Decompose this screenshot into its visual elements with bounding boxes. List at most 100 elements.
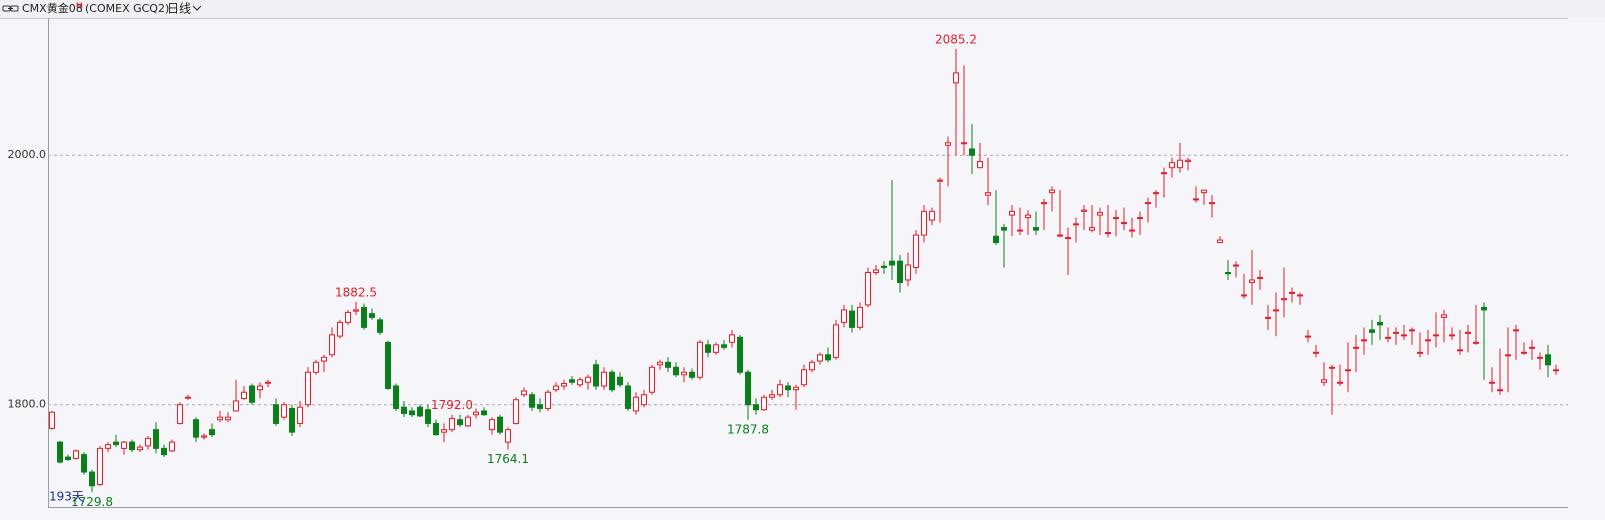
symbol: CMX黄金08 <box>22 1 83 15</box>
candle-body <box>521 390 527 396</box>
candle-body <box>1385 336 1391 339</box>
candle-body <box>1089 227 1095 231</box>
candle-body <box>1521 351 1527 354</box>
candle-body <box>1457 349 1463 352</box>
candle-body <box>689 371 695 378</box>
candle-body <box>1401 334 1407 337</box>
candle-body <box>425 409 431 424</box>
candle-body <box>361 306 367 328</box>
candle-body <box>993 235 999 244</box>
candle-body <box>1409 329 1415 332</box>
candle-body <box>1313 351 1319 354</box>
candle-body <box>785 385 791 391</box>
candle-body <box>1017 229 1023 232</box>
candle-body <box>929 210 935 221</box>
candle-body <box>721 344 727 348</box>
candle-body <box>561 383 567 387</box>
candle-body <box>1073 223 1079 226</box>
candle-body <box>569 379 575 383</box>
candle-body <box>545 391 551 409</box>
candle-body <box>1281 298 1287 301</box>
candle-body <box>97 447 103 486</box>
candle-body <box>801 369 807 386</box>
candle-body <box>1177 159 1183 169</box>
candle-body <box>1265 316 1271 319</box>
candle-body <box>729 334 735 343</box>
candle-body <box>641 394 647 406</box>
candle-body <box>865 271 871 306</box>
candle-body <box>1497 389 1503 392</box>
candle-body <box>89 471 95 487</box>
candle-body <box>1465 331 1471 334</box>
candle-body <box>225 416 231 421</box>
candle-body <box>201 435 207 438</box>
candle-body <box>265 381 271 384</box>
extreme-label: 1787.8 <box>727 422 769 436</box>
candle-body <box>441 429 447 433</box>
candle-body <box>609 371 615 391</box>
badge: M <box>76 2 83 11</box>
candle-body <box>1449 334 1455 337</box>
candle-body <box>977 160 983 169</box>
candle-body <box>457 419 463 426</box>
candle-body <box>1185 159 1191 162</box>
candle-body <box>1481 306 1487 311</box>
candle-body <box>49 411 55 429</box>
candle-body <box>433 422 439 436</box>
period-selector[interactable]: 日线 <box>167 2 191 16</box>
candle-body <box>985 192 991 196</box>
candle-body <box>449 417 455 431</box>
candle-body <box>137 446 143 451</box>
candle-body <box>377 319 383 333</box>
candle-body <box>329 334 335 356</box>
candle-body <box>473 411 479 416</box>
candle-body <box>1441 314 1447 318</box>
candle-body <box>1145 202 1151 205</box>
candle-body <box>1353 346 1359 349</box>
candle-body <box>1097 212 1103 216</box>
candle-body <box>1065 237 1071 240</box>
candle-body <box>233 400 239 412</box>
candle-body <box>169 441 175 452</box>
candle-body <box>1105 232 1111 235</box>
candle-body <box>1553 369 1559 372</box>
candle-body <box>1217 239 1223 244</box>
candle-body <box>113 441 119 446</box>
candle-body <box>345 311 351 323</box>
candle-body <box>1209 202 1215 205</box>
candle-body <box>1361 339 1367 342</box>
candle-body <box>81 454 87 473</box>
candle-body <box>297 406 303 424</box>
candle-body <box>897 260 903 283</box>
y-tick-label: 1800.0 <box>8 398 47 411</box>
candle-body <box>409 410 415 416</box>
candle-body <box>489 419 495 431</box>
candle-body <box>497 416 503 433</box>
candle-body <box>1033 227 1039 231</box>
candle-body <box>593 364 599 387</box>
candle-body <box>73 450 79 459</box>
candle-body <box>1537 356 1543 359</box>
header-bar <box>0 0 1605 18</box>
candle-body <box>1513 329 1519 332</box>
candle-body <box>185 396 191 399</box>
candle-body <box>857 306 863 328</box>
candle-body <box>1161 172 1167 175</box>
candle-body <box>761 396 767 411</box>
candle-body <box>769 394 775 398</box>
candle-body <box>849 310 855 328</box>
candle-body <box>121 441 127 449</box>
extreme-label: 1882.5 <box>335 285 377 299</box>
candle-body <box>649 366 655 393</box>
candle-body <box>793 386 799 391</box>
candle-body <box>953 72 959 84</box>
candle-body <box>1137 217 1143 220</box>
dropdown-arrow[interactable] <box>192 5 202 11</box>
candle-body <box>577 379 583 386</box>
candle-body <box>481 410 487 416</box>
candle-body <box>1081 209 1087 212</box>
candle-body <box>417 406 423 417</box>
candle-body <box>657 361 663 366</box>
candle-body <box>1057 234 1063 237</box>
